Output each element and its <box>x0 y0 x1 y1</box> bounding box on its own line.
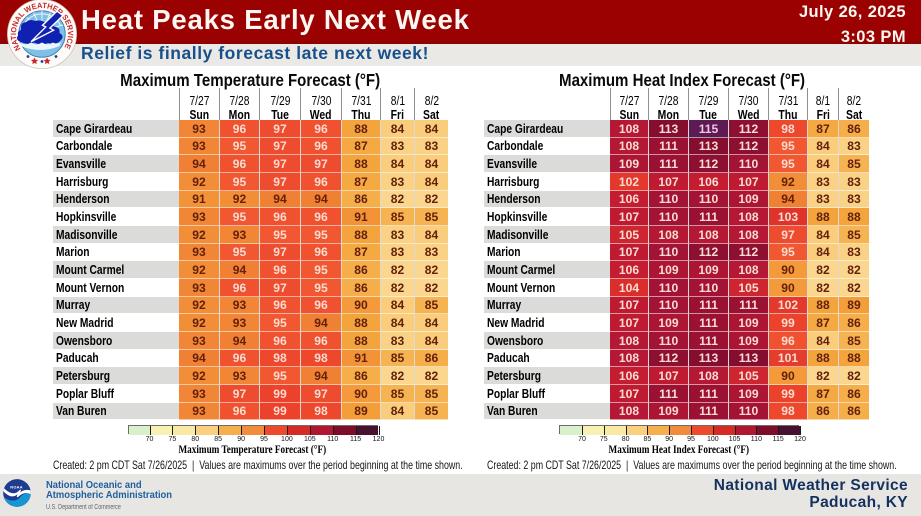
svg-text:NOAA: NOAA <box>10 484 23 489</box>
